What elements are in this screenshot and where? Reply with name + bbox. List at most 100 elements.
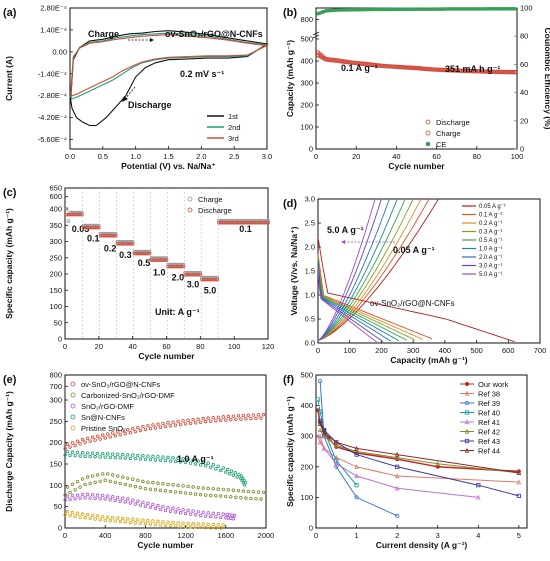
legend-marker (425, 130, 431, 136)
data-point-ov-SnO₂/rGO@N-CNFs (113, 434, 117, 438)
data-point-ov-SnO₂/rGO@N-CNFs (163, 424, 168, 429)
data-point-Pristine SnO₂ (176, 521, 180, 525)
panel-e-label: (e) (3, 374, 17, 386)
data-point-Pristine SnO₂ (181, 521, 185, 525)
charge-curve-3.0 A g⁻¹ (317, 198, 382, 341)
y-axis-label: Specific capacity (mAh g⁻¹) (285, 396, 295, 507)
data-point-Charge (466, 69, 471, 74)
data-point-Sn@N-CNFs (203, 464, 208, 468)
plot-frame (317, 198, 541, 344)
legend-entry: 0.05 A g⁻¹ (479, 204, 506, 210)
data-point-Carbonized-SnO₂/rGO-DMF (113, 480, 117, 485)
x-axis-label: Cycle number (138, 351, 195, 361)
y-tick-label: 50 (54, 318, 62, 327)
y-tick-label: 0.0 (305, 339, 315, 348)
data-point-ov-SnO₂/rGO@N-CNFs (158, 425, 163, 429)
data-point-SnO₂/rGO-DMF (216, 512, 220, 516)
discharge-point (113, 233, 118, 238)
data-point-Carbonized-SnO₂/rGO-DMF (193, 492, 198, 496)
legend-entry: 0.1 A g⁻¹ (479, 213, 503, 219)
data-point-Sn@N-CNFs (231, 473, 236, 478)
data-point-SnO₂/rGO-DMF (158, 507, 163, 512)
data-point-Pristine SnO₂ (73, 514, 77, 518)
data-point-Sn@N-CNFs (181, 456, 185, 461)
y-tick-label: 200 (300, 101, 313, 110)
data-point-ov-SnO₂/rGO@N-CNFs (261, 412, 266, 417)
data-point-Sn@N-CNFs (193, 462, 198, 466)
data-point-Pristine SnO₂ (136, 517, 140, 522)
data-point-ov-SnO₂/rGO@N-CNFs (80, 437, 85, 442)
data-point-Pristine SnO₂ (153, 522, 158, 527)
data-point-SnO₂/rGO-DMF (209, 514, 213, 519)
data-point-Pristine SnO₂ (85, 512, 90, 517)
x-tick-label: 1600 (217, 531, 234, 540)
data-point-ov-SnO₂/rGO@N-CNFs (111, 431, 115, 435)
data-point-Ref 41 (321, 445, 327, 451)
data-point-CE (513, 7, 517, 11)
data-point-Charge (418, 66, 423, 71)
data-point-SnO₂/rGO-DMF (75, 493, 80, 497)
x-axis-label: Cycle number (388, 161, 445, 171)
data-point-Carbonized-SnO₂/rGO-DMF (224, 494, 228, 499)
data-point-SnO₂/rGO-DMF (85, 492, 90, 497)
legend-entry: 2.0 A g⁻¹ (479, 255, 503, 261)
x-tick-label: 80 (196, 342, 204, 351)
data-point-Carbonized-SnO₂/rGO-DMF (100, 472, 105, 476)
data-point-Charge (426, 67, 431, 72)
data-point-Sn@N-CNFs (133, 456, 138, 461)
y-tick-label: 100 (300, 123, 313, 132)
legend-c: Charge Discharge (187, 195, 232, 215)
data-point-Carbonized-SnO₂/rGO-DMF (103, 478, 107, 482)
rate-label: 1.0 (153, 268, 166, 278)
data-point-Charge (380, 64, 385, 69)
low-rate-annotation: 0.05 A g⁻¹ (393, 245, 435, 255)
rate-label: 3.0 (187, 280, 200, 290)
data-point-Sn@N-CNFs (93, 455, 97, 459)
data-point-Ref 42 (317, 427, 323, 433)
data-point-Carbonized-SnO₂/rGO-DMF (121, 475, 125, 479)
data-point-SnO₂/rGO-DMF (116, 495, 120, 500)
data-point-Carbonized-SnO₂/rGO-DMF (98, 479, 102, 483)
y-tick-label: 200 (49, 438, 62, 447)
data-point-ov-SnO₂/rGO@N-CNFs (198, 420, 203, 424)
x-tick-label: 500 (470, 346, 483, 355)
y-tick-label: 800 (49, 371, 62, 380)
legend-entry: Ref 39 (478, 399, 500, 408)
data-point-Carbonized-SnO₂/rGO-DMF (83, 482, 87, 487)
data-point-Pristine SnO₂ (203, 525, 208, 530)
data-point-Pristine SnO₂ (68, 513, 72, 518)
data-point-ov-SnO₂/rGO@N-CNFs (90, 435, 95, 439)
data-point-Ref 44 (394, 451, 400, 457)
data-point-Charge (344, 60, 349, 65)
data-point-SnO₂/rGO-DMF (103, 497, 107, 501)
data-point-ov-SnO₂/rGO@N-CNFs (231, 414, 236, 418)
x-tick-label: 0.0 (65, 152, 75, 161)
x-axis-label: Capacity (mAh g⁻¹) (390, 355, 467, 365)
data-point-Pristine SnO₂ (118, 519, 122, 524)
material-annotation: ov-SnO₂/rGO@N-CNFs (370, 299, 455, 308)
data-point-Ref 43 (476, 483, 481, 488)
legend-marker (70, 425, 76, 431)
data-point-Charge (446, 68, 451, 73)
data-point-ov-SnO₂/rGO@N-CNFs (133, 429, 138, 434)
data-point-Charge (406, 66, 411, 70)
x-tick-label: 40 (392, 152, 400, 161)
data-point-Pristine SnO₂ (131, 517, 135, 521)
data-point-ov-SnO₂/rGO@N-CNFs (121, 429, 125, 433)
data-point-Sn@N-CNFs (116, 452, 120, 456)
x-tick-label: 400 (439, 346, 452, 355)
data-point-Carbonized-SnO₂/rGO-DMF (226, 488, 231, 492)
panel-f-label: (f) (283, 374, 294, 386)
data-point-Pristine SnO₂ (156, 519, 160, 524)
y-tick-label: 650 (49, 184, 62, 193)
data-point-ov-SnO₂/rGO@N-CNFs (68, 445, 72, 449)
panel-a: (a) 0.0 0.5 1.0 1.5 2.0 2.5 3.0 2.80E⁻⁴ 1.40E⁻⁴ 0.… (3, 4, 272, 172)
data-point-Charge (324, 58, 328, 62)
data-point-Carbonized-SnO₂/rGO-DMF (244, 496, 248, 500)
data-point-Sn@N-CNFs (80, 451, 85, 455)
data-point-Ref 38 (354, 464, 359, 469)
data-point-ov-SnO₂/rGO@N-CNFs (126, 428, 130, 432)
y-tick-label: 100 (49, 302, 62, 311)
data-point-Carbonized-SnO₂/rGO-DMF (151, 481, 155, 485)
data-point-Sn@N-CNFs (95, 451, 100, 456)
